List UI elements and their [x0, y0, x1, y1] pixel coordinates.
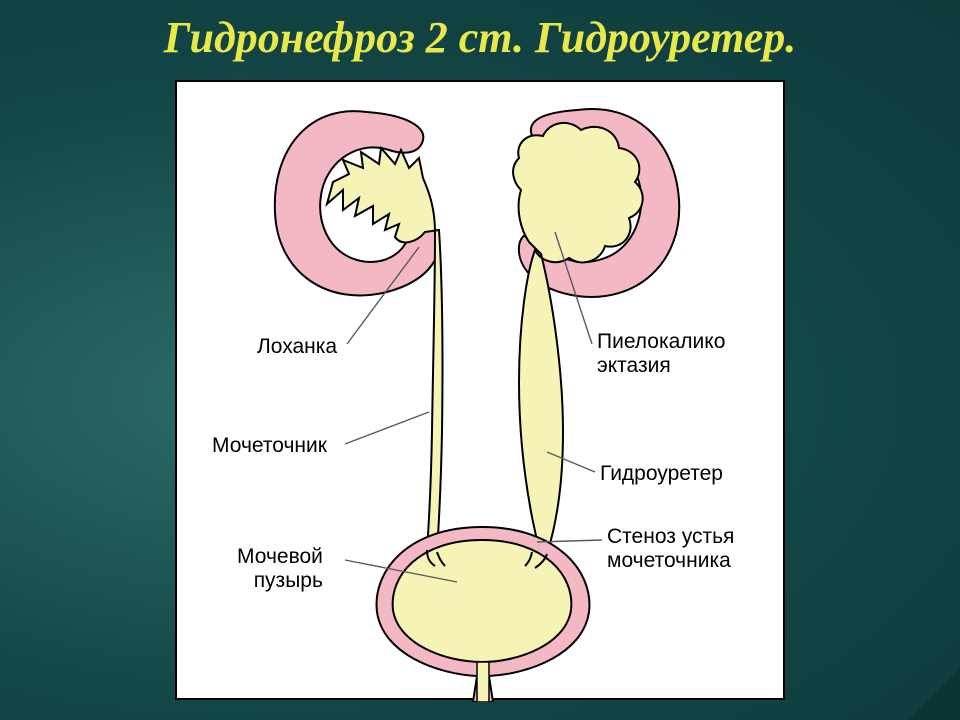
label-pyelocalico: Пиелокалико эктазия [597, 330, 725, 378]
label-hydroureter: Гидроуретер [600, 462, 723, 486]
label-ureter: Мочеточник [212, 434, 327, 458]
label-stenosis: Стеноз устья мочеточника [607, 525, 734, 573]
page-title: Гидронефроз 2 ст. Гидроуретер. [0, 12, 960, 63]
pointer-ureter [345, 412, 429, 444]
label-pelvis: Лоханка [257, 335, 337, 359]
corner-decoration [908, 668, 960, 720]
anatomy-svg [177, 82, 787, 702]
left-pelvis-ureter-shape [327, 148, 443, 552]
urethra-shape [477, 662, 489, 702]
label-bladder: Мочевой пузырь [237, 545, 323, 593]
diagram-panel: Лоханка Мочеточник Мочевой пузырь Пиелок… [175, 80, 785, 700]
